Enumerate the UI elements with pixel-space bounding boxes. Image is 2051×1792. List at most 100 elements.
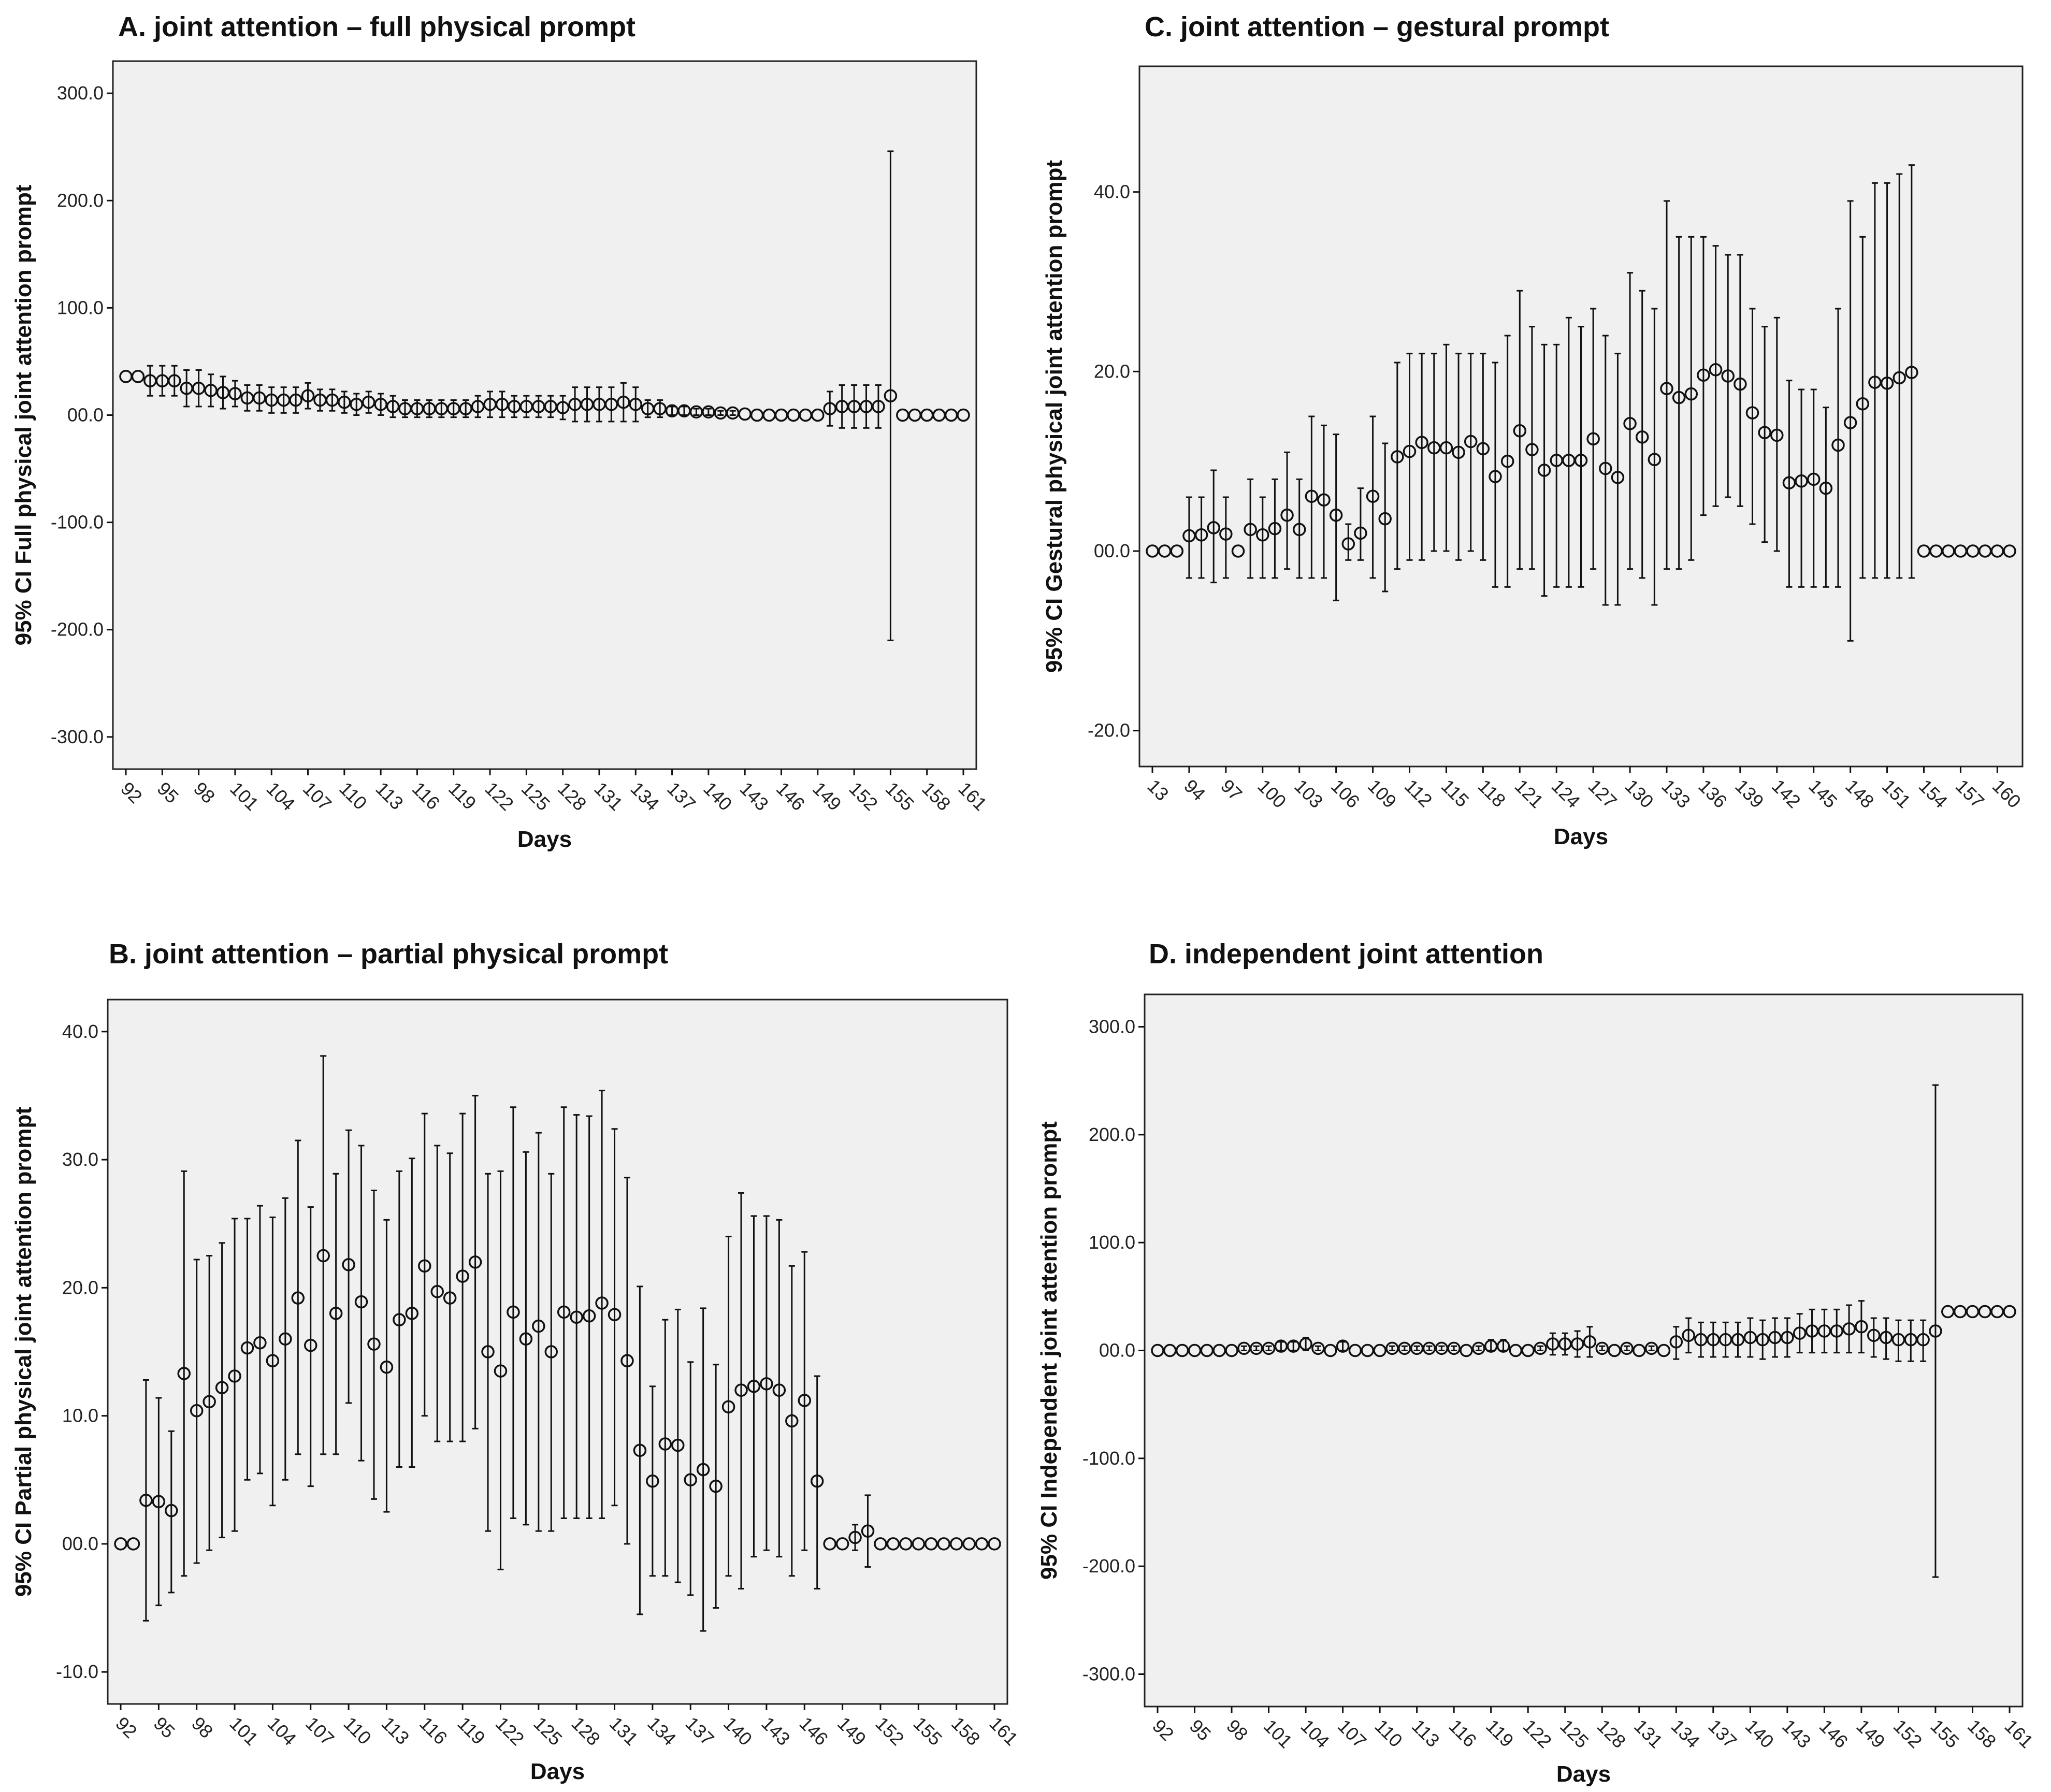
x-tick-label: 143 [1778, 1715, 1815, 1752]
y-tick-label: 40.0 [62, 1021, 98, 1042]
data-point [1537, 464, 1551, 477]
data-point [798, 1394, 812, 1407]
x-tick-label: 131 [1630, 1715, 1667, 1752]
data-point [1366, 489, 1380, 503]
data-point [126, 1537, 140, 1551]
x-tick-label: 152 [871, 1713, 908, 1750]
data-point [962, 1537, 976, 1551]
data-point [1990, 1305, 2004, 1319]
data-point [772, 1383, 786, 1397]
x-tick-label: 128 [568, 1713, 604, 1750]
x-tick-label: 146 [1815, 1715, 1852, 1752]
data-point [608, 1308, 622, 1322]
x-tick-label: 100 [1253, 775, 1290, 812]
chart-title: B. joint attention – partial physical pr… [109, 938, 668, 970]
x-tick-label: 106 [1327, 775, 1364, 812]
x-tick-label: 157 [1952, 775, 1988, 812]
x-axis-label: Days [1556, 1761, 1611, 1787]
data-point [653, 402, 667, 415]
y-axis-label: 95% CI Full physical joint attention pro… [11, 184, 36, 645]
data-point [1660, 382, 1673, 396]
x-tick-label: 92 [111, 1713, 141, 1742]
x-tick-label: 104 [263, 778, 299, 815]
x-tick-label: 130 [1621, 775, 1657, 812]
x-tick-label: 107 [1334, 1715, 1370, 1752]
y-tick-label: 00.0 [1094, 540, 1130, 561]
data-point [1435, 1341, 1449, 1355]
data-point [1422, 1341, 1436, 1355]
x-tick-label: 161 [954, 778, 991, 815]
data-point [886, 1537, 900, 1551]
data-point [848, 1530, 862, 1544]
data-point [350, 398, 364, 411]
data-point [1299, 1337, 1312, 1351]
data-point [595, 1296, 609, 1310]
data-point [1856, 397, 1870, 411]
data-point [975, 1537, 989, 1551]
x-tick-label: 161 [985, 1713, 1022, 1750]
data-point [1782, 476, 1796, 490]
data-point [2003, 544, 2016, 558]
x-tick-label: 95 [150, 1713, 179, 1742]
data-point [1500, 454, 1514, 468]
data-point [1452, 445, 1465, 459]
x-tick-label: 149 [1852, 1715, 1889, 1752]
x-tick-label: 146 [772, 778, 809, 815]
x-tick-label: 143 [736, 778, 773, 815]
data-point [1831, 438, 1845, 452]
x-tick-label: 98 [187, 1713, 217, 1742]
data-point [167, 374, 181, 387]
data-point [557, 1305, 571, 1319]
chart-title: D. independent joint attention [1149, 938, 1543, 970]
data-point [1793, 1326, 1807, 1340]
data-point [1574, 454, 1588, 467]
data-point [468, 1255, 482, 1269]
x-tick-label: 133 [1657, 775, 1694, 812]
data-point [1385, 1341, 1399, 1355]
data-point [1807, 472, 1821, 486]
data-point [1305, 489, 1319, 503]
data-point [1770, 428, 1784, 442]
data-point [1623, 417, 1637, 430]
x-tick-label: 137 [1704, 1715, 1741, 1752]
data-point [684, 1473, 697, 1487]
x-tick-label: 124 [1548, 775, 1584, 812]
data-point [1534, 1341, 1547, 1355]
x-tick-label: 158 [1963, 1715, 2000, 1752]
data-point [228, 1369, 241, 1383]
data-point [1830, 1324, 1843, 1338]
data-point [301, 389, 315, 402]
data-point [1163, 1343, 1177, 1357]
data-point [1341, 537, 1355, 551]
y-tick-label: 200.0 [1089, 1124, 1135, 1145]
x-tick-label: 92 [1148, 1715, 1178, 1745]
data-point [165, 1504, 178, 1518]
data-point [1476, 442, 1490, 456]
y-tick-label: 200.0 [57, 190, 104, 211]
data-point [1317, 493, 1331, 507]
data-point [1611, 471, 1625, 484]
data-point [1819, 481, 1833, 495]
x-tick-label: 140 [1741, 1715, 1778, 1752]
data-point [1867, 1328, 1881, 1342]
x-tick-label: 149 [808, 778, 845, 815]
x-tick-label: 152 [1889, 1715, 1926, 1752]
x-tick-label: 115 [1437, 775, 1474, 812]
x-tick-label: 98 [190, 778, 219, 807]
data-point [1633, 1343, 1646, 1357]
x-tick-label: 122 [492, 1713, 528, 1750]
data-point [240, 1341, 254, 1355]
data-point [1608, 1343, 1621, 1357]
x-axis-label: Days [1554, 824, 1608, 849]
data-point [1175, 1343, 1189, 1357]
x-tick-label: 101 [1260, 1715, 1296, 1752]
data-point [1354, 526, 1367, 540]
data-point [949, 1537, 963, 1551]
y-tick-label: 00.0 [67, 404, 104, 426]
data-point [604, 398, 618, 411]
x-tick-label: 134 [627, 778, 663, 815]
data-point [872, 400, 885, 413]
data-point [1460, 1343, 1473, 1357]
x-tick-label: 125 [1556, 1715, 1593, 1752]
x-tick-label: 125 [517, 778, 554, 815]
